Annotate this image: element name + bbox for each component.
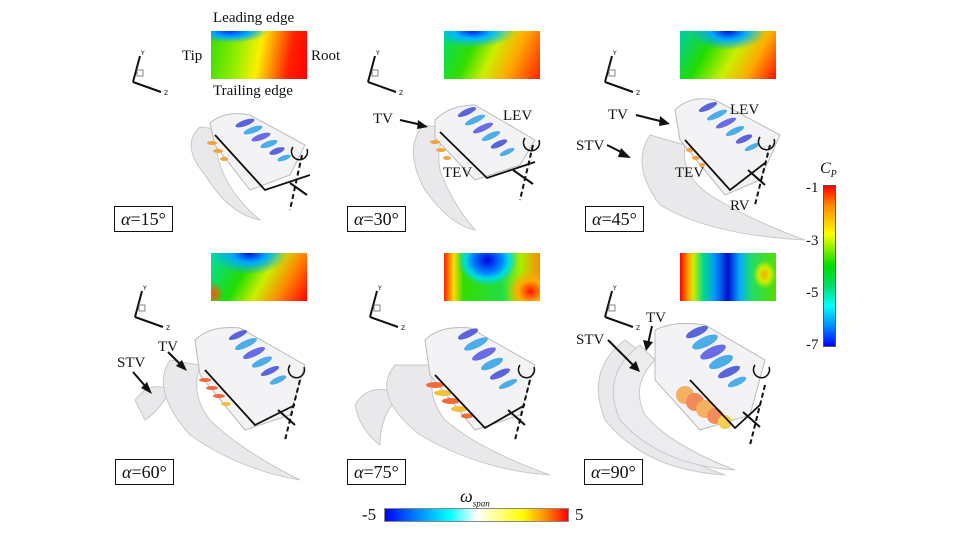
axis-triad-icon-15: Y Z <box>132 50 168 97</box>
tv-label-45: TV <box>608 107 628 123</box>
tv-label-60: TV <box>158 339 178 355</box>
svg-text:Z: Z <box>166 325 170 332</box>
lev-label-30: LEV <box>503 108 533 124</box>
stv-label-45: STV <box>576 138 605 154</box>
arrow-icon <box>606 144 631 158</box>
svg-text:Z: Z <box>164 90 168 97</box>
root-label: Root <box>311 48 341 64</box>
svg-text:Z: Z <box>401 325 405 332</box>
axis-triad-icon-45: Y Z <box>604 50 640 97</box>
svg-text:Y: Y <box>375 50 380 57</box>
axis-triad-icon-60: Y Z <box>134 285 170 332</box>
tv-label-30: TV <box>373 111 393 127</box>
trailing-edge-label: Trailing edge <box>213 83 293 99</box>
wing-vortex-illustration-60 <box>134 327 306 481</box>
tev-label-30: TEV <box>443 165 473 181</box>
wing-vortex-illustration-75 <box>354 327 551 476</box>
wing-vortex-illustration-45 <box>641 98 806 241</box>
alpha-label-60: α=60° <box>115 459 174 485</box>
axis-triad-icon-75: Y Z <box>369 285 405 332</box>
omega-min-tick: -5 <box>362 505 377 524</box>
cp-heatmap-45 <box>680 31 776 79</box>
svg-text:Y: Y <box>142 285 147 292</box>
alpha-label-30: α=30° <box>347 206 406 232</box>
stv-label-90: STV <box>576 332 605 348</box>
cp-heatmap-60 <box>211 253 307 301</box>
cp-tick: -1 <box>806 180 819 196</box>
cp-heatmap-90 <box>680 253 776 301</box>
arrow-icon <box>399 119 428 129</box>
lev-label-45: LEV <box>730 102 760 118</box>
cp-tick: -5 <box>806 285 819 301</box>
rv-label-45: RV <box>730 198 750 214</box>
cp-heatmap-75 <box>444 253 540 301</box>
arrow-icon <box>607 339 640 372</box>
cp-colorbar-title: CP <box>820 160 837 181</box>
cp-heatmap-15 <box>211 31 307 79</box>
svg-text:Z: Z <box>399 90 403 97</box>
arrow-icon <box>643 325 653 351</box>
axis-triad-icon-30: Y Z <box>367 50 403 97</box>
arrow-icon <box>167 351 187 371</box>
omega-max-tick: 5 <box>575 505 584 524</box>
omega-colorbar-title: ωspan <box>460 486 490 509</box>
omega-colorbar <box>384 508 569 522</box>
cp-heatmap-30 <box>444 31 540 79</box>
cp-tick: -3 <box>806 233 819 249</box>
svg-text:Y: Y <box>612 50 617 57</box>
svg-text:Y: Y <box>140 50 145 57</box>
wing-vortex-illustration-30 <box>413 104 541 231</box>
svg-text:Z: Z <box>636 325 640 332</box>
arrow-icon <box>132 371 152 394</box>
arrow-icon <box>635 114 670 126</box>
tev-label-45: TEV <box>675 165 705 181</box>
wing-vortex-illustration-90 <box>597 322 771 476</box>
svg-text:Y: Y <box>377 285 382 292</box>
svg-text:Y: Y <box>612 285 617 292</box>
alpha-label-15: α=15° <box>114 206 173 232</box>
alpha-label-90: α=90° <box>584 459 643 485</box>
cp-colorbar <box>823 185 836 347</box>
tv-label-90: TV <box>646 310 666 326</box>
tip-label: Tip <box>182 48 203 64</box>
wing-vortex-illustration-15 <box>190 113 311 221</box>
leading-edge-label: Leading edge <box>213 10 295 26</box>
svg-text:Z: Z <box>636 90 640 97</box>
cp-tick: -7 <box>806 337 819 353</box>
alpha-label-45: α=45° <box>585 206 644 232</box>
alpha-label-75: α=75° <box>347 459 406 485</box>
axis-triad-icon-90: Y Z <box>604 285 640 332</box>
stv-label-60: STV <box>117 355 146 371</box>
